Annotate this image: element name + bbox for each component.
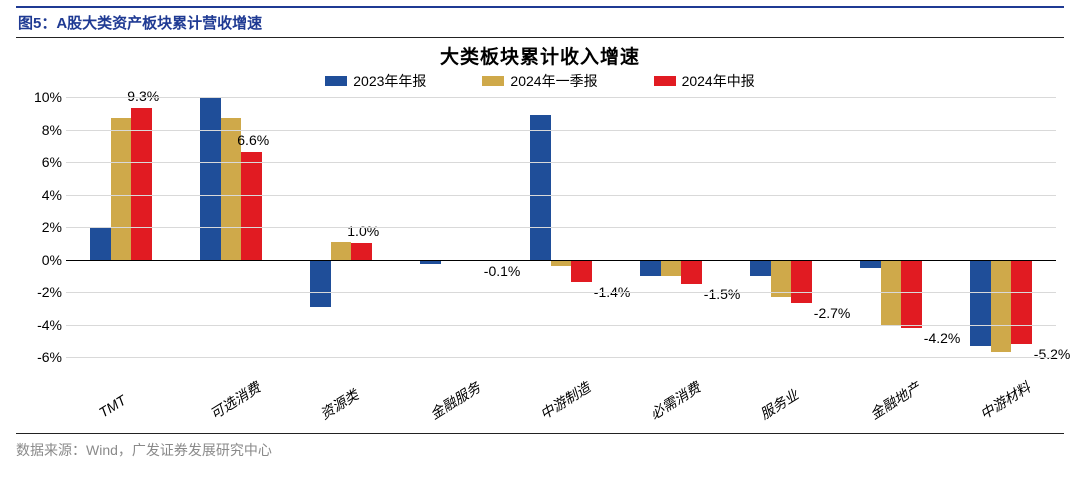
x-tick-label: 资源类 (316, 385, 362, 424)
gridline (66, 357, 1056, 358)
bar (571, 260, 592, 283)
value-label: 6.6% (237, 132, 269, 148)
y-tick-label: 6% (22, 154, 62, 170)
figure-header: 图5：A股大类资产板块累计营收增速 (16, 6, 1064, 38)
bars-layer: 9.3%TMT6.6%可选消费1.0%资源类-0.1%金融服务-1.4%中游制造… (66, 97, 1056, 427)
y-tick-label: 2% (22, 219, 62, 235)
gridline (66, 227, 1056, 228)
x-tick-label: TMT (96, 392, 129, 421)
y-tick-label: 4% (22, 187, 62, 203)
gridline (66, 162, 1056, 163)
value-label: -4.2% (924, 330, 961, 346)
gridline (66, 325, 1056, 326)
x-tick-label: 可选消费 (206, 377, 264, 424)
bar (111, 118, 132, 259)
bar (791, 260, 812, 304)
x-tick-label: 金融服务 (426, 377, 484, 424)
bar (131, 108, 152, 259)
plot: 9.3%TMT6.6%可选消费1.0%资源类-0.1%金融服务-1.4%中游制造… (66, 97, 1056, 427)
value-label: -5.2% (1034, 346, 1071, 362)
legend-swatch (325, 76, 347, 86)
bar (351, 243, 372, 259)
legend-label: 2024年中报 (682, 71, 755, 91)
value-label: -2.7% (814, 305, 851, 321)
bar (640, 260, 661, 276)
x-tick-label: 必需消费 (646, 377, 704, 424)
x-tick-label: 服务业 (756, 385, 802, 424)
value-label: 1.0% (347, 223, 379, 239)
gridline (66, 195, 1056, 196)
legend-item: 2024年中报 (654, 71, 755, 91)
bar (901, 260, 922, 328)
gridline (66, 292, 1056, 293)
bar (331, 242, 352, 260)
bar (661, 260, 682, 276)
bar (970, 260, 991, 346)
source-text: 数据来源：Wind，广发证券发展研究中心 (16, 440, 1064, 460)
gridline (66, 130, 1056, 131)
y-tick-label: 8% (22, 122, 62, 138)
legend-item: 2023年年报 (325, 71, 426, 91)
bar (681, 260, 702, 284)
value-label: -1.5% (704, 286, 741, 302)
x-tick-label: 中游材料 (976, 377, 1034, 424)
bar (200, 97, 221, 260)
x-tick-label: 中游制造 (536, 377, 594, 424)
legend-swatch (654, 76, 676, 86)
chart-title: 大类板块累计收入增速 (16, 42, 1064, 69)
y-tick-label: -4% (22, 317, 62, 333)
gridline (66, 260, 1056, 261)
legend-item: 2024年一季报 (482, 71, 597, 91)
footer-rule (16, 433, 1064, 434)
y-tick-label: -2% (22, 284, 62, 300)
legend-label: 2023年年报 (353, 71, 426, 91)
y-tick-label: -6% (22, 349, 62, 365)
bar (530, 115, 551, 260)
bar (991, 260, 1012, 353)
gridline (66, 97, 1056, 98)
value-label: -0.1% (484, 263, 521, 279)
bar (750, 260, 771, 276)
bar (1011, 260, 1032, 345)
bar (860, 260, 881, 268)
bar (310, 260, 331, 307)
y-tick-label: 0% (22, 252, 62, 268)
legend-swatch (482, 76, 504, 86)
legend: 2023年年报 2024年一季报 2024年中报 (16, 71, 1064, 91)
bar (90, 227, 111, 260)
chart-area: 大类板块累计收入增速 2023年年报2024年一季报2024年中报 9.3%TM… (16, 42, 1064, 427)
legend-label: 2024年一季报 (510, 71, 597, 91)
bar (241, 152, 262, 259)
y-tick-label: 10% (22, 89, 62, 105)
x-tick-label: 金融地产 (866, 377, 924, 424)
